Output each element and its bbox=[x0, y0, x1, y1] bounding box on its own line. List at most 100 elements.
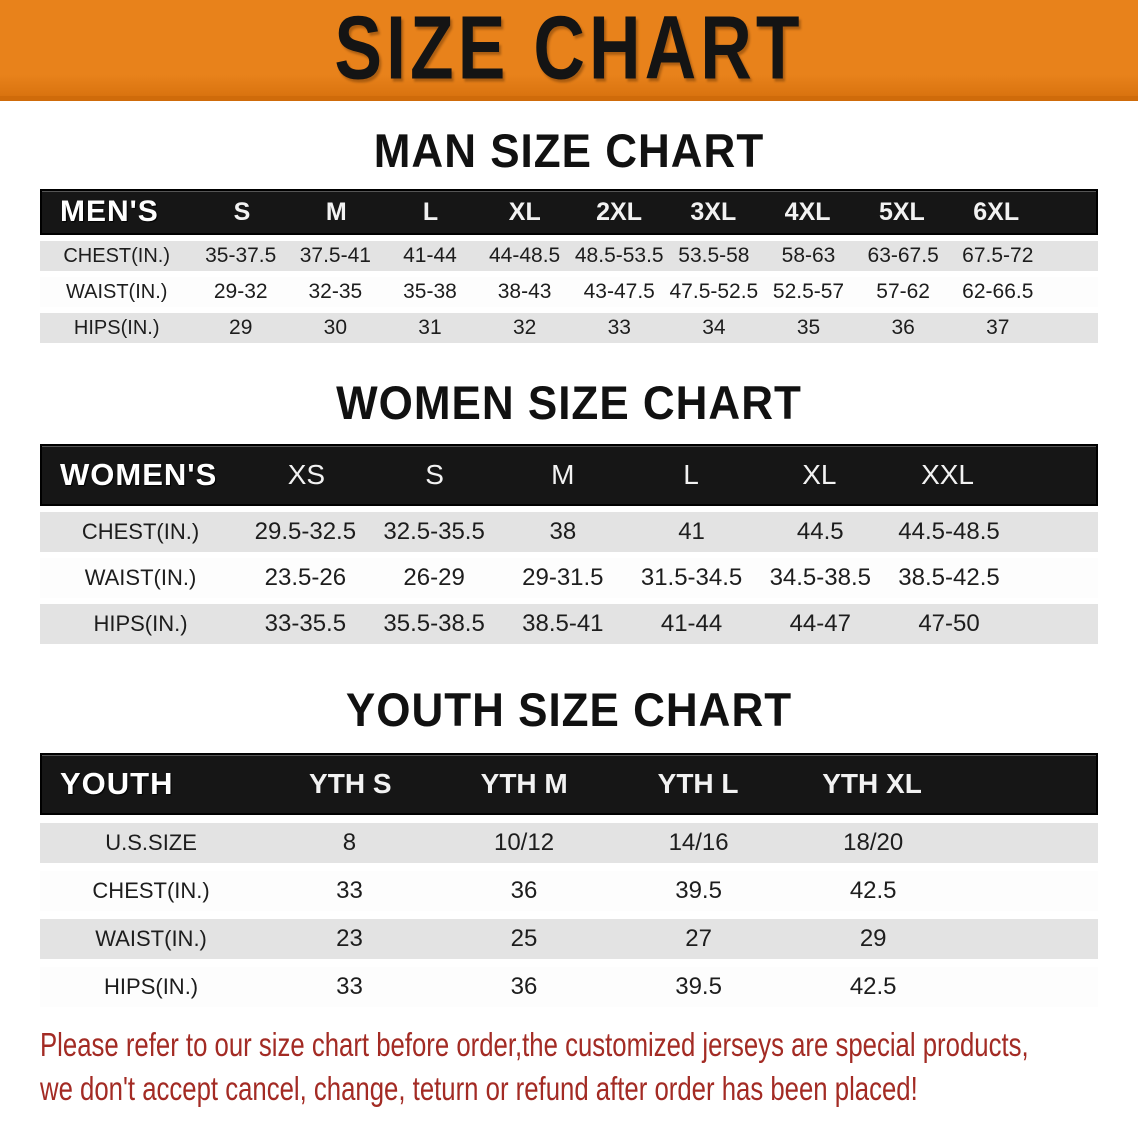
man-size-col-xl: XL bbox=[508, 197, 541, 226]
youth-waist-in-yth-m: 25 bbox=[510, 925, 538, 952]
section-youth: YOUTH SIZE CHART YOUTH YTH S YTH M YTH L YTH … bbox=[0, 684, 1138, 1007]
youth-row-u-s-size: U.S.SIZE 8 10/12 14/16 18/20 bbox=[40, 823, 1098, 863]
youth-size-col-yth-xl: YTH XL bbox=[822, 768, 922, 799]
youth-row-hips-in: HIPS(IN.) 33 36 39.5 42.5 bbox=[40, 967, 1098, 1007]
women-size-col-m: M bbox=[551, 459, 575, 490]
man-size-col-3xl: 3XL bbox=[690, 197, 737, 226]
women-table-title: WOMEN'S bbox=[60, 457, 218, 492]
women-size-table: WOMEN'S XS S M L XL XXL CHEST(IN.) 29.5-32.5 32.5… bbox=[40, 444, 1098, 644]
youth-hips-in-yth-s: 33 bbox=[336, 973, 363, 1000]
youth-u-s-size-yth-s: 8 bbox=[342, 829, 357, 856]
man-size-col-l: L bbox=[422, 197, 439, 226]
youth-table-header-row: YOUTH YTH S YTH M YTH L YTH XL bbox=[40, 753, 1098, 815]
women-size-col-l: L bbox=[683, 459, 699, 490]
women-hips-in-xs: 33-35.5 bbox=[264, 610, 347, 637]
youth-waist-in-yth-l: 27 bbox=[685, 925, 712, 952]
man-row-label-chest-in: CHEST(IN.) bbox=[63, 244, 171, 267]
man-size-col-4xl: 4XL bbox=[784, 197, 831, 226]
youth-size-table: YOUTH YTH S YTH M YTH L YTH XL U.S.SIZE 8 10/12… bbox=[40, 753, 1098, 1007]
women-row-chest-in: CHEST(IN.) 29.5-32.5 32.5-35.5 38 41 44.5 44.5… bbox=[40, 512, 1098, 552]
man-table-title: MEN'S bbox=[60, 195, 159, 228]
women-row-label-chest-in: CHEST(IN.) bbox=[81, 519, 200, 544]
man-chest-in-l: 41-44 bbox=[403, 244, 457, 267]
women-size-col-xl: XL bbox=[802, 459, 837, 490]
man-chest-in-m: 37.5-41 bbox=[299, 244, 371, 267]
youth-chest-in-yth-s: 33 bbox=[336, 877, 363, 904]
women-chest-in-l: 41 bbox=[678, 518, 705, 545]
man-hips-in-3xl: 34 bbox=[702, 316, 726, 339]
man-chest-in-5xl: 63-67.5 bbox=[867, 244, 939, 267]
man-row-label-hips-in: HIPS(IN.) bbox=[73, 316, 160, 339]
section-man: MAN SIZE CHART MEN'S S M L XL 2XL 3XL 4XL 5XL 6XL C… bbox=[0, 125, 1138, 343]
disclaimer: Please refer to our size chart before or… bbox=[40, 1023, 1138, 1111]
youth-row-label-chest-in: CHEST(IN.) bbox=[92, 878, 210, 903]
youth-chest-in-yth-m: 36 bbox=[510, 877, 538, 904]
women-table-header-row: WOMEN'S XS S M L XL XXL bbox=[40, 444, 1098, 506]
man-waist-in-6xl: 62-66.5 bbox=[962, 280, 1034, 303]
man-chest-in-xl: 44-48.5 bbox=[489, 244, 561, 267]
youth-row-label-waist-in: WAIST(IN.) bbox=[95, 926, 207, 951]
youth-row-chest-in: CHEST(IN.) 33 36 39.5 42.5 bbox=[40, 871, 1098, 911]
youth-row-waist-in: WAIST(IN.) 23 25 27 29 bbox=[40, 919, 1098, 959]
man-chest-in-6xl: 67.5-72 bbox=[962, 244, 1034, 267]
youth-u-s-size-yth-l: 14/16 bbox=[668, 829, 729, 856]
women-row-waist-in: WAIST(IN.) 23.5-26 26-29 29-31.5 31.5-34.5 34… bbox=[40, 558, 1098, 598]
women-chest-in-s: 32.5-35.5 bbox=[383, 518, 485, 545]
youth-hips-in-yth-xl: 42.5 bbox=[849, 973, 897, 1000]
man-section-title: MAN SIZE CHART bbox=[373, 125, 765, 178]
women-hips-in-s: 35.5-38.5 bbox=[383, 610, 485, 637]
man-waist-in-4xl: 52.5-57 bbox=[772, 280, 845, 303]
man-waist-in-2xl: 43-47.5 bbox=[583, 280, 655, 303]
man-waist-in-3xl: 47.5-52.5 bbox=[669, 280, 759, 303]
man-hips-in-s: 29 bbox=[229, 316, 253, 339]
women-section-title: WOMEN SIZE CHART bbox=[336, 377, 802, 430]
women-hips-in-xl: 44-47 bbox=[789, 610, 851, 637]
man-waist-in-s: 29-32 bbox=[213, 280, 268, 303]
youth-size-col-yth-l: YTH L bbox=[657, 768, 739, 799]
women-waist-in-m: 29-31.5 bbox=[522, 564, 604, 591]
man-size-col-5xl: 5XL bbox=[878, 197, 925, 226]
man-size-table: MEN'S S M L XL 2XL 3XL 4XL 5XL 6XL CHEST(IN.) 35-37… bbox=[40, 189, 1098, 343]
women-hips-in-l: 41-44 bbox=[660, 610, 723, 637]
man-size-col-2xl: 2XL bbox=[596, 197, 642, 226]
man-hips-in-2xl: 33 bbox=[607, 316, 631, 339]
women-chest-in-m: 38 bbox=[549, 518, 577, 545]
disclaimer-line-1: Please refer to our size chart before or… bbox=[40, 1026, 1029, 1063]
youth-u-s-size-yth-m: 10/12 bbox=[493, 829, 555, 856]
man-chest-in-2xl: 48.5-53.5 bbox=[574, 244, 664, 267]
man-size-col-m: M bbox=[325, 197, 347, 226]
women-row-label-waist-in: WAIST(IN.) bbox=[84, 565, 197, 590]
man-waist-in-5xl: 57-62 bbox=[876, 280, 930, 303]
youth-waist-in-yth-xl: 29 bbox=[859, 925, 887, 952]
man-row-waist-in: WAIST(IN.) 29-32 32-35 35-38 38-43 43-47.5 47.… bbox=[40, 277, 1098, 307]
man-waist-in-l: 35-38 bbox=[403, 280, 457, 303]
women-chest-in-xs: 29.5-32.5 bbox=[254, 518, 357, 545]
man-chest-in-3xl: 53.5-58 bbox=[678, 244, 750, 267]
women-waist-in-xl: 34.5-38.5 bbox=[769, 564, 871, 591]
man-size-col-s: S bbox=[233, 197, 251, 226]
women-waist-in-s: 26-29 bbox=[403, 564, 465, 591]
man-size-col-6xl: 6XL bbox=[973, 197, 1020, 226]
women-waist-in-l: 31.5-34.5 bbox=[640, 564, 743, 591]
youth-hips-in-yth-m: 36 bbox=[510, 973, 538, 1000]
women-size-col-xs: XS bbox=[287, 459, 326, 490]
man-hips-in-4xl: 35 bbox=[796, 316, 821, 339]
man-chest-in-s: 35-37.5 bbox=[205, 244, 277, 267]
women-row-label-hips-in: HIPS(IN.) bbox=[93, 611, 188, 636]
youth-waist-in-yth-s: 23 bbox=[336, 925, 363, 952]
youth-table-title: YOUTH bbox=[60, 766, 174, 801]
youth-u-s-size-yth-xl: 18/20 bbox=[843, 829, 904, 856]
youth-row-label-u-s-size: U.S.SIZE bbox=[105, 830, 197, 855]
banner: SIZE CHART bbox=[0, 0, 1138, 101]
women-hips-in-m: 38.5-41 bbox=[522, 610, 604, 637]
man-hips-in-xl: 32 bbox=[512, 316, 537, 339]
youth-size-col-yth-m: YTH M bbox=[480, 768, 568, 799]
man-hips-in-l: 31 bbox=[418, 316, 442, 339]
women-hips-in-xxl: 47-50 bbox=[918, 610, 980, 637]
women-waist-in-xs: 23.5-26 bbox=[264, 564, 347, 591]
man-hips-in-m: 30 bbox=[323, 316, 348, 339]
women-size-col-xxl: XXL bbox=[921, 459, 975, 490]
youth-size-col-yth-s: YTH S bbox=[309, 768, 392, 799]
section-women: WOMEN SIZE CHART WOMEN'S XS S M L XL XXL CHEST(I… bbox=[0, 377, 1138, 644]
